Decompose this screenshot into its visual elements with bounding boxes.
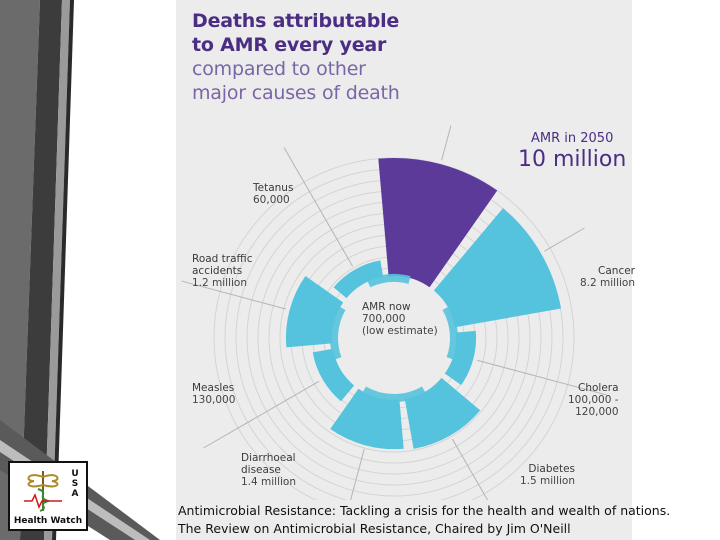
road-traffic-value: 1.2 million	[192, 277, 248, 289]
cancer-value: 8.2 million	[580, 277, 636, 289]
chart-title-line-1: Deaths attributable	[192, 10, 400, 32]
diarrhoeal-value: 1.4 million	[241, 476, 297, 488]
leader-lines	[181, 125, 607, 500]
amr-now-ring	[330, 274, 458, 402]
amr-now-value: 700,000	[362, 313, 406, 325]
amr-now-note: (low estimate)	[362, 325, 438, 337]
amr-now-segment	[442, 306, 458, 360]
leader-line	[203, 380, 320, 449]
cholera-label: Cholera 100,000 - 120,000	[568, 382, 619, 418]
leader-line	[350, 449, 365, 500]
wedge-cancer	[433, 208, 562, 328]
measles-value: 130,000	[192, 394, 236, 406]
amr-now-segment	[366, 274, 411, 288]
usa-health-watch-logo: U S A Health Watch	[8, 461, 88, 531]
amr2050-value: 10 million	[518, 147, 627, 172]
wedge-road-traffic-accidents	[285, 275, 344, 348]
wedge-amr-in-2050	[378, 158, 498, 288]
radial-chart	[181, 125, 607, 500]
chart-title-line-2: to AMR every year	[192, 34, 387, 56]
cancer-name: Cancer	[598, 265, 636, 277]
leader-line	[476, 359, 607, 396]
leader-line	[283, 147, 354, 267]
cholera-value-2: 120,000	[575, 406, 619, 418]
grid-ring	[213, 157, 575, 500]
diabetes-name: Diabetes	[528, 463, 576, 475]
amr-now-label: AMR now 700,000 (low estimate)	[362, 301, 438, 337]
tetanus-value: 60,000	[253, 194, 290, 206]
leader-line	[451, 438, 489, 500]
tetanus-label: Tetanus 60,000	[253, 182, 293, 206]
logo-letters: U S A	[70, 469, 80, 499]
wedge-cholera	[444, 330, 477, 386]
decorative-stripes	[0, 0, 160, 540]
cholera-value-1: 100,000 -	[568, 394, 619, 406]
diabetes-label: Diabetes 1.5 million	[520, 463, 575, 487]
diarrhoeal-label: Diarrhoeal disease 1.4 million	[241, 452, 296, 488]
chart-wedges	[285, 158, 562, 450]
measles-name: Measles	[192, 382, 235, 394]
cholera-name: Cholera	[578, 382, 619, 394]
logo-letter-u: U	[71, 469, 79, 479]
measles-label: Measles 130,000	[192, 382, 235, 406]
chart-title-line-3: compared to other	[192, 58, 366, 80]
diarrhoeal-name-2: disease	[241, 464, 281, 476]
road-traffic-name-1: Road traffic	[192, 253, 253, 265]
amr-now-name: AMR now	[362, 301, 411, 313]
wedge-diabetes	[404, 377, 481, 449]
road-traffic-name-2: accidents	[192, 265, 243, 277]
chart-title-line-4: major causes of death	[192, 82, 400, 104]
amr-now-segment	[362, 386, 426, 402]
amr2050-label: AMR in 2050	[531, 131, 614, 146]
tetanus-name: Tetanus	[253, 182, 294, 194]
source-citation: Antimicrobial Resistance: Tackling a cri…	[178, 503, 671, 536]
diabetes-value: 1.5 million	[520, 475, 576, 487]
diarrhoeal-name-1: Diarrhoeal	[241, 452, 296, 464]
leader-line	[441, 125, 452, 161]
leader-line	[181, 280, 286, 310]
logo-letter-a: A	[71, 489, 79, 499]
road-traffic-label: Road traffic accidents 1.2 million	[192, 253, 252, 289]
cancer-label: Cancer 8.2 million	[580, 265, 635, 289]
logo-caption: Health Watch	[13, 516, 83, 526]
wedge-diarrhoeal-disease	[330, 388, 404, 450]
wedge-tetanus	[333, 260, 384, 299]
amr-now-segment	[330, 306, 346, 360]
leader-line	[544, 227, 585, 252]
caduceus-icon	[24, 471, 62, 512]
logo-letter-s: S	[71, 479, 79, 489]
wedge-measles	[312, 348, 355, 402]
